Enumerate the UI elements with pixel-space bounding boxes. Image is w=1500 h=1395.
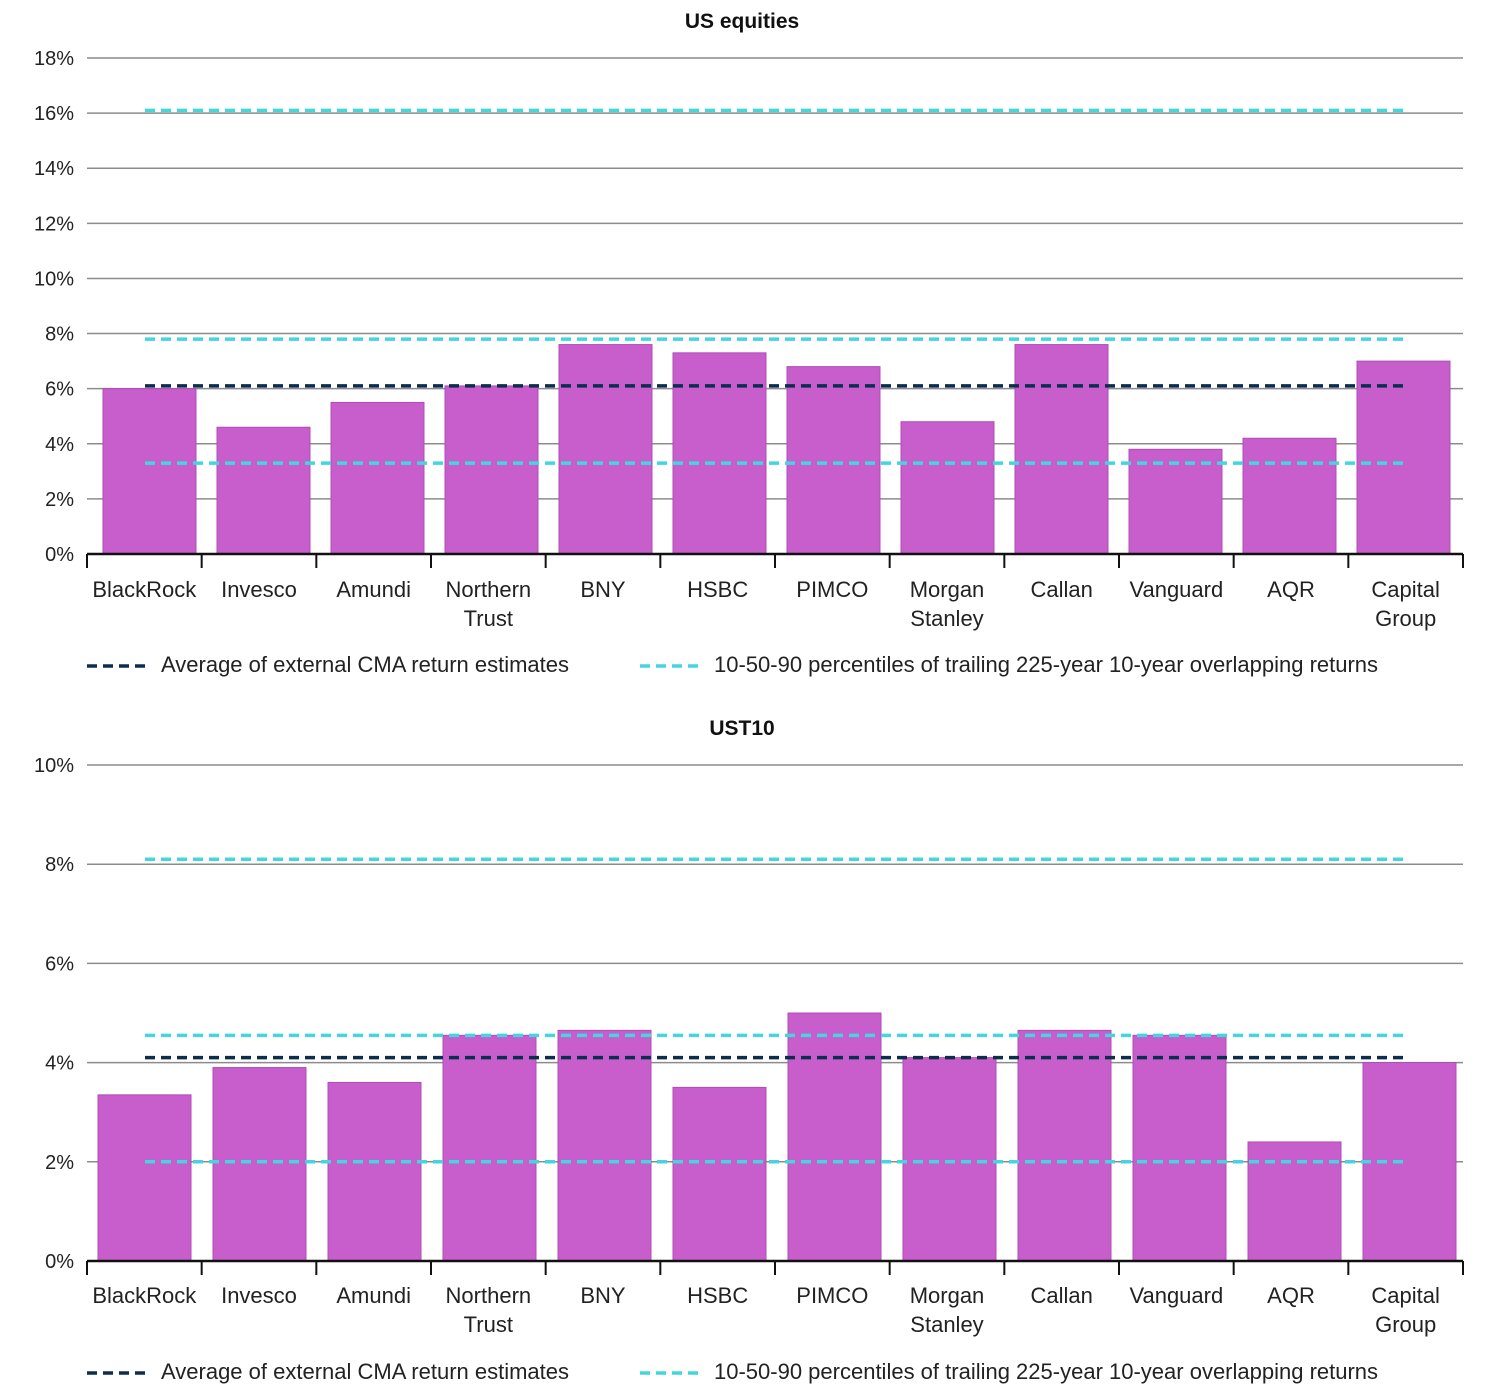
x-tick-label: BlackRock	[92, 577, 197, 602]
x-tick-label: Capital Group	[1371, 1283, 1439, 1337]
x-tick-label: Vanguard	[1129, 1283, 1223, 1308]
bar-aqr	[1247, 1141, 1342, 1262]
bar-hsbc	[672, 1086, 767, 1262]
bar-hsbc	[672, 352, 767, 555]
bar-northern-trust	[444, 385, 539, 555]
x-tick-label: Morgan Stanley	[910, 577, 985, 631]
y-tick-label: 6%	[45, 379, 74, 401]
x-tick-label: Invesco	[221, 577, 297, 602]
bar-invesco	[216, 426, 311, 555]
y-tick-label: 4%	[45, 1053, 74, 1075]
bar-bny	[558, 344, 653, 555]
x-tick-label: Amundi	[336, 1283, 411, 1308]
bar-morgan-stanley	[902, 1057, 997, 1262]
y-tick-label: 8%	[45, 854, 74, 876]
bar-callan	[1017, 1029, 1112, 1262]
x-tick-label: AQR	[1267, 577, 1315, 602]
y-tick-label: 2%	[45, 1152, 74, 1174]
bar-capital-group	[1356, 360, 1451, 555]
y-tick-label: 4%	[45, 434, 74, 456]
y-tick-label: 14%	[34, 158, 74, 180]
x-tick-label: Capital Group	[1371, 577, 1439, 631]
legend-label-percentile: 10-50-90 percentiles of trailing 225-yea…	[714, 652, 1378, 677]
x-tick-label: Amundi	[336, 577, 411, 602]
legend-label-average: Average of external CMA return estimates	[161, 1359, 569, 1384]
x-tick-label: BNY	[580, 577, 626, 602]
bar-amundi	[330, 401, 425, 555]
x-tick-label: Callan	[1030, 577, 1092, 602]
x-tick-label: AQR	[1267, 1283, 1315, 1308]
x-tick-label: HSBC	[687, 577, 748, 602]
bar-vanguard	[1132, 1034, 1227, 1262]
legend: Average of external CMA return estimates…	[87, 652, 1378, 677]
chart-title: UST10	[709, 717, 774, 740]
x-tick-label: BNY	[580, 1283, 626, 1308]
y-tick-label: 0%	[45, 1251, 74, 1273]
bar-bny	[557, 1029, 652, 1262]
x-tick-label: PIMCO	[796, 577, 868, 602]
y-tick-label: 8%	[45, 324, 74, 346]
bar-pimco	[787, 1012, 882, 1262]
bar-pimco	[786, 366, 881, 555]
y-tick-label: 10%	[34, 755, 74, 777]
legend-label-average: Average of external CMA return estimates	[161, 652, 569, 677]
us-equities-chart: US equities 0% 2% 4% 6% 8% 10% 12% 14% 16% 18% Blac…	[34, 10, 1464, 677]
bar-morgan-stanley	[900, 421, 995, 555]
x-tick-label: HSBC	[687, 1283, 748, 1308]
bar-aqr	[1242, 437, 1337, 555]
bar-invesco	[212, 1067, 307, 1262]
bar-capital-group	[1362, 1062, 1457, 1262]
bar-vanguard	[1128, 448, 1223, 555]
x-tick-label: Invesco	[221, 1283, 297, 1308]
bar-northern-trust	[442, 1034, 537, 1262]
legend-label-percentile: 10-50-90 percentiles of trailing 225-yea…	[714, 1359, 1378, 1384]
chart-title: US equities	[685, 10, 799, 33]
y-tick-label: 2%	[45, 489, 74, 511]
x-tick-label: Northern Trust	[446, 577, 532, 631]
bar-callan	[1014, 344, 1109, 555]
x-tick-label: Vanguard	[1129, 577, 1223, 602]
y-tick-label: 0%	[45, 544, 74, 566]
x-tick-label: Northern Trust	[446, 1283, 532, 1337]
x-tick-label: BlackRock	[92, 1283, 197, 1308]
x-tick-label: Morgan Stanley	[910, 1283, 985, 1337]
x-tick-label: Callan	[1030, 1283, 1092, 1308]
y-tick-label: 12%	[34, 213, 74, 235]
y-tick-label: 10%	[34, 268, 74, 290]
y-tick-label: 16%	[34, 103, 74, 125]
ust10-chart: UST10 0% 2% 4% 6% 8% 10% BlackRock Invesco Amundi…	[34, 717, 1464, 1384]
bar-amundi	[327, 1081, 422, 1262]
bar-blackrock	[97, 1094, 192, 1262]
x-tick-label: PIMCO	[796, 1283, 868, 1308]
bar-blackrock	[102, 388, 197, 555]
legend: Average of external CMA return estimates…	[87, 1359, 1378, 1384]
y-tick-label: 18%	[34, 48, 74, 70]
y-tick-label: 6%	[45, 953, 74, 975]
